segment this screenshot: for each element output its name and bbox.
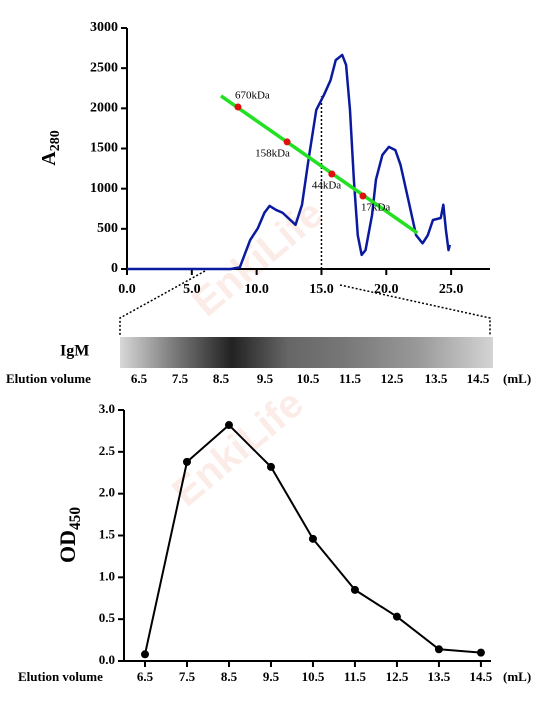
gel-volume-label: 12.5 [381, 371, 404, 386]
standard-label: 670kDa [235, 89, 270, 101]
watermark: EnkiLife [184, 191, 331, 325]
data-point [392, 612, 401, 621]
data-point [308, 534, 317, 543]
data-line [127, 53, 452, 271]
y-axis-label-sub: 280 [48, 130, 63, 151]
x-tick-label: 7.5 [179, 669, 196, 684]
x-tick-label: 11.5 [344, 669, 367, 684]
gel-unit: (mL) [503, 371, 531, 386]
y-axis-label-main: A [38, 151, 60, 166]
y-tick-label: 1000 [90, 181, 118, 196]
y-tick-label: 3.0 [99, 401, 115, 416]
x-tick-label: 8.5 [221, 669, 238, 684]
standard-label: 158kDa [255, 147, 290, 159]
x-tick-label: 12.5 [386, 669, 409, 684]
gel-volume-label: 6.5 [131, 371, 148, 386]
standard-point [234, 103, 242, 111]
standard-line [219, 94, 419, 235]
x-axis-label: Elution volume [18, 669, 103, 684]
y-axis-label: A280 [38, 130, 64, 165]
gel-volume-label: 8.5 [213, 371, 230, 386]
y-axis-label: OD450 [55, 507, 83, 563]
y-tick-label: 0.0 [99, 652, 115, 667]
standard-label: 17kDa [361, 202, 390, 214]
gel-axis-label: Elution volume [6, 371, 91, 386]
standard-point [359, 192, 367, 200]
x-tick-label: 5.0 [183, 282, 201, 297]
y-tick-label: 3000 [90, 20, 118, 35]
data-point [266, 462, 275, 471]
gel-volume-label: 14.5 [467, 371, 490, 386]
x-tick-label: 10.5 [302, 669, 325, 684]
standard-point [283, 138, 291, 146]
x-tick-label: 9.5 [263, 669, 280, 684]
standard-point [328, 170, 336, 178]
gel-volume-label: 7.5 [172, 371, 189, 386]
y-tick-label: 2000 [90, 101, 118, 116]
data-point [140, 650, 149, 659]
x-tick-label: 6.5 [137, 669, 154, 684]
data-point [350, 585, 359, 594]
y-tick-label: 2500 [90, 60, 118, 75]
y-tick-label: 2.0 [99, 485, 115, 500]
connector [119, 270, 491, 336]
x-tick-label: 15.0 [309, 282, 334, 297]
y-axis-label-sub: 450 [67, 507, 84, 530]
x-tick-label: 25.0 [439, 282, 464, 297]
x-axis-unit: (mL) [503, 669, 531, 684]
y-tick-label: 1500 [90, 141, 118, 156]
x-tick-label: 10.0 [244, 282, 269, 297]
y-tick-label: 0.5 [99, 610, 116, 625]
standard-label: 44kDa [312, 179, 341, 191]
x-tick-label: 13.5 [428, 669, 451, 684]
y-axis-label-main: OD [55, 530, 80, 563]
data-point [224, 421, 233, 430]
x-tick-label: 20.0 [374, 282, 399, 297]
watermark: EnkiLife [164, 381, 311, 515]
y-tick-label: 1.5 [99, 526, 116, 541]
data-point [434, 645, 443, 654]
gel-volume-label: 11.5 [339, 371, 362, 386]
x-tick-label: 0.0 [118, 282, 136, 297]
y-tick-label: 500 [97, 221, 118, 236]
data-point [182, 457, 191, 466]
gel-volume-label: 13.5 [425, 371, 448, 386]
gel-label: IgM [60, 343, 89, 360]
gel-band [120, 337, 493, 368]
y-tick-label: 0 [111, 261, 118, 276]
gel-volume-label: 10.5 [297, 371, 320, 386]
y-tick-label: 2.5 [99, 443, 116, 458]
gel-volume-label: 9.5 [257, 371, 274, 386]
y-tick-label: 1.0 [99, 568, 115, 583]
data-point [476, 648, 485, 657]
x-tick-label: 14.5 [470, 669, 493, 684]
